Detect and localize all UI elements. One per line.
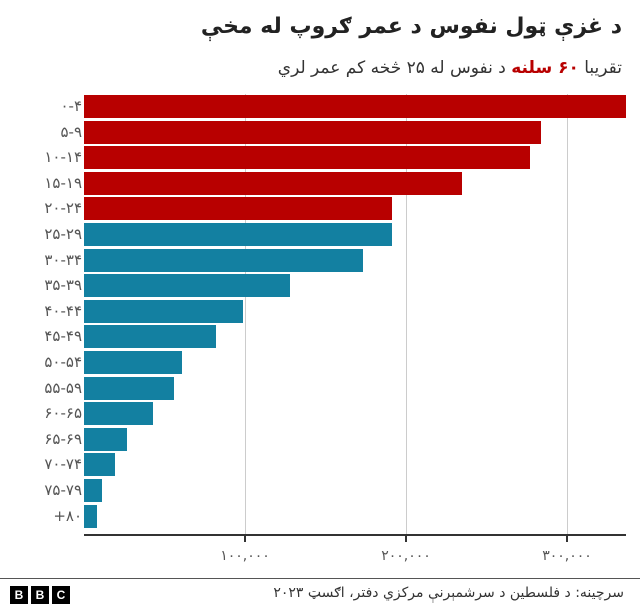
bar [84,479,102,502]
bar [84,171,463,195]
subtitle-pre: تقریبا [578,58,622,78]
bar [84,402,154,426]
bar [84,325,217,349]
bar [84,376,175,400]
bar [84,120,542,144]
x-tick [244,534,246,542]
bar [84,453,115,477]
bar [84,299,244,323]
bar [84,223,392,246]
bar [84,504,97,528]
gridline [567,94,568,534]
y-category-label: ۳۵-۳۹ [44,276,82,295]
bar [84,146,530,170]
logo-letter: B [10,586,28,604]
plot-area [84,94,626,534]
bar [84,197,392,221]
bar [84,248,363,272]
y-category-label: ۲۵-۲۹ [44,225,82,243]
y-category-label: ۶۰-۶۵ [44,404,82,423]
y-category-label: ۵۵-۵۹ [44,378,82,397]
logo-letter: B [31,586,49,604]
gridline [406,94,407,534]
subtitle-highlight: ۶۰ سلنه [511,58,579,78]
source-note: سرچینه: د فلسطین د سرشمېرنې مرکزي دفتر، … [273,585,624,601]
bar [84,95,626,118]
y-category-label: ۵-۹ [60,122,82,141]
y-category-label: ۴۰-۴۴ [44,301,82,320]
y-category-label: ۶۵-۶۹ [44,429,82,448]
bar [84,427,128,451]
y-category-label: ۷۵-۷۹ [44,481,82,499]
subtitle-post: د نفوس له ۲۵ څخه کم عمر لري [277,58,512,78]
x-tick [405,534,407,542]
y-category-label: ۴۵-۴۹ [44,327,82,346]
footer-divider [0,578,640,579]
y-category-label: ۱۰-۱۴ [44,148,82,167]
y-category-label: ۳۰-۳۴ [44,250,82,269]
chart-title: د غزې ټول نفوس د عمر ګروپ له مخې [200,14,622,39]
x-tick-label: ۳۰۰,۰۰۰ [542,548,592,564]
x-tick [566,534,568,542]
x-axis-line [84,534,626,536]
bbc-logo: B B C [10,586,70,604]
y-category-label: ۰-۴ [60,97,82,115]
x-tick-label: ۱۰۰,۰۰۰ [220,548,270,564]
y-category-label: +۸۰ [53,506,82,525]
bar [84,351,183,374]
gridline [245,94,246,534]
y-category-label: ۲۰-۲۴ [44,199,82,218]
bar [84,274,291,298]
x-tick-label: ۲۰۰,۰۰۰ [381,548,431,564]
y-category-label: ۵۰-۵۴ [44,353,82,371]
y-category-label: ۱۵-۱۹ [44,173,82,192]
logo-letter: C [52,586,70,604]
chart-subtitle: تقریبا ۶۰ سلنه د نفوس له ۲۵ څخه کم عمر ل… [278,58,622,78]
y-category-label: ۷۰-۷۴ [44,455,82,474]
